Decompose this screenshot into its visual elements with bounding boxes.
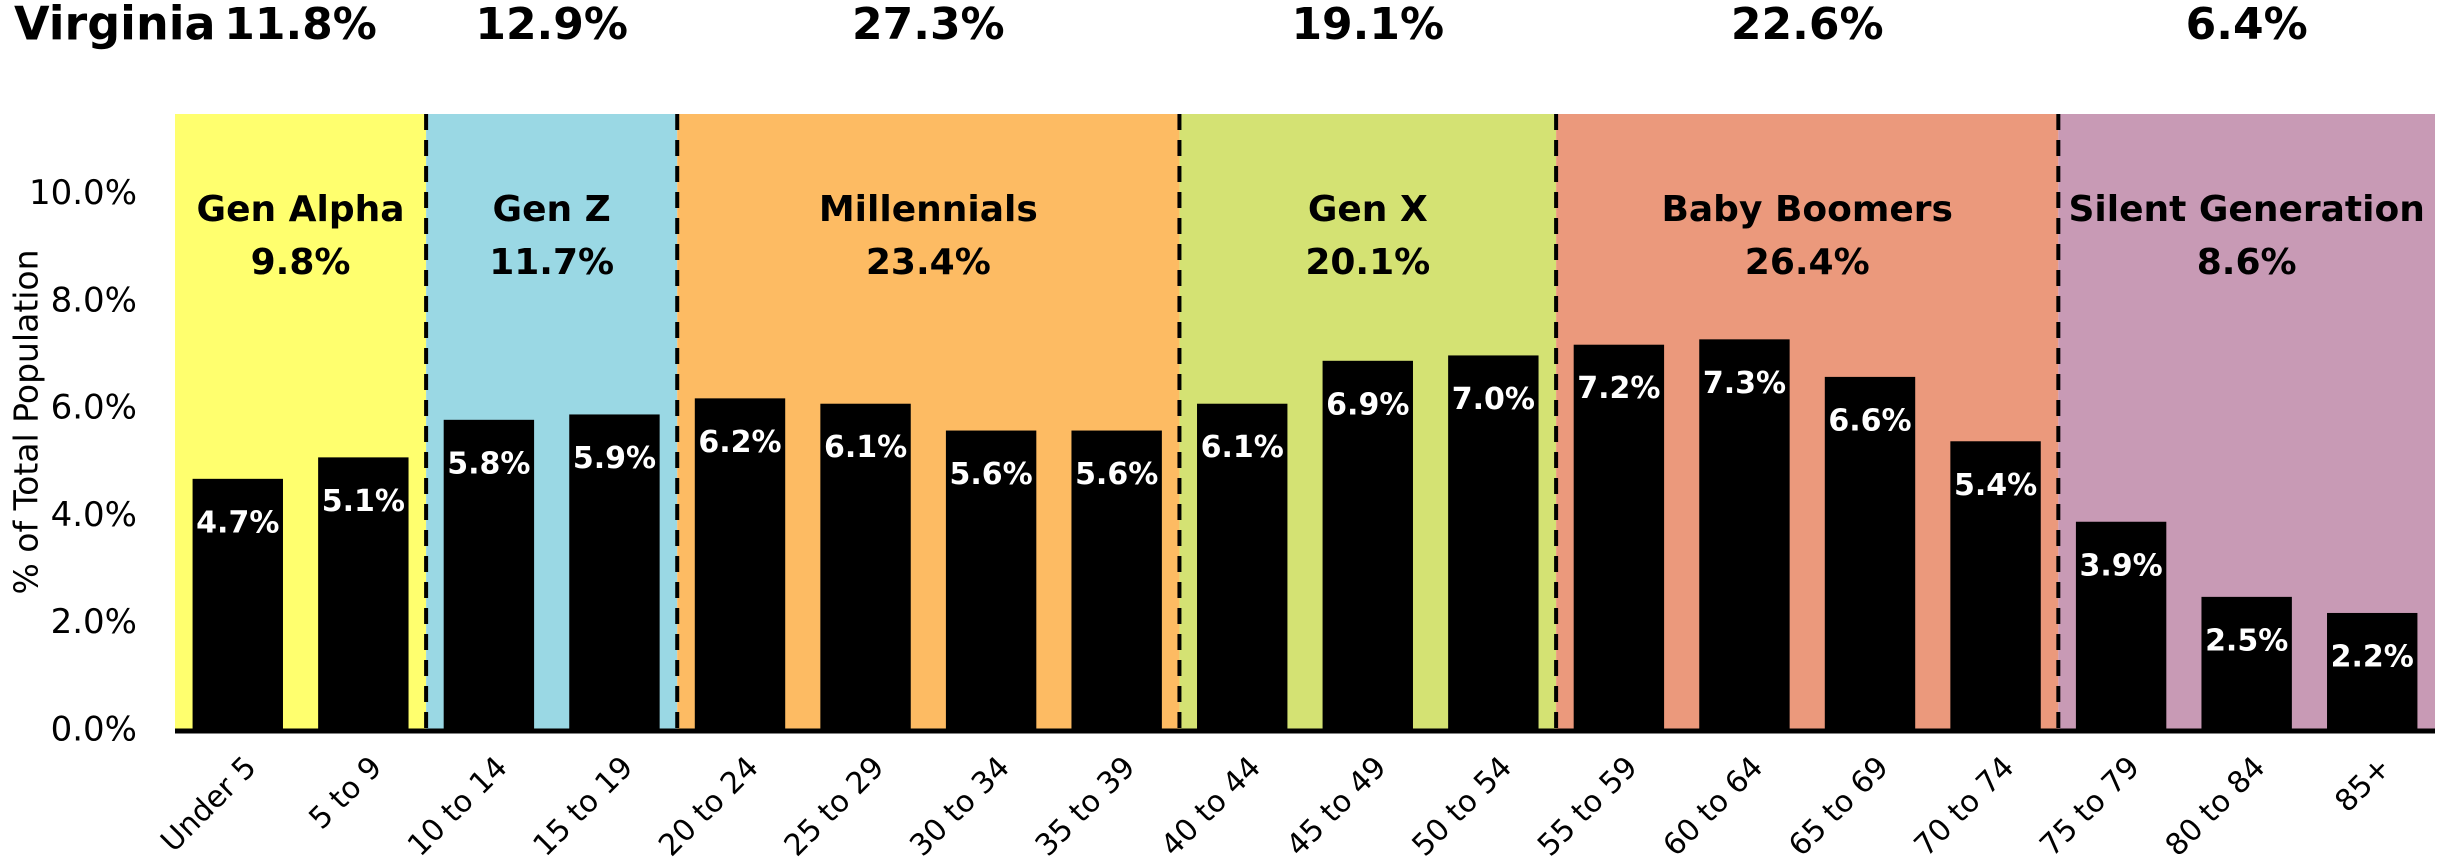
bar bbox=[1950, 441, 2041, 731]
x-tick-label: 60 to 64 bbox=[1657, 750, 1771, 863]
x-tick-label: 75 to 79 bbox=[2033, 750, 2147, 863]
bar bbox=[1699, 339, 1790, 731]
value-label: 6.2% bbox=[698, 425, 781, 460]
x-tick-label: Under 5 bbox=[154, 750, 263, 859]
generation-name: Baby Boomers bbox=[1661, 189, 1953, 230]
top-share: 12.9% bbox=[475, 0, 628, 50]
value-label: 5.6% bbox=[950, 457, 1033, 492]
generation-name: Gen Z bbox=[493, 189, 611, 230]
generation-name: Silent Generation bbox=[2068, 189, 2424, 230]
bar bbox=[820, 403, 911, 731]
value-label: 3.9% bbox=[2080, 548, 2163, 583]
x-tick-label: 85+ bbox=[2328, 750, 2398, 820]
bar bbox=[1197, 403, 1288, 731]
generation-share: 23.4% bbox=[866, 242, 991, 283]
value-label: 5.6% bbox=[1075, 457, 1158, 492]
bar bbox=[694, 398, 786, 731]
x-tick-label: 15 to 19 bbox=[527, 750, 641, 863]
y-axis-label: % of Total Population bbox=[7, 249, 46, 594]
chart-title: Virginia bbox=[14, 0, 216, 51]
generation-share: 20.1% bbox=[1305, 242, 1430, 283]
x-tick-label: 5 to 9 bbox=[302, 750, 389, 837]
value-label: 6.9% bbox=[1326, 387, 1409, 422]
bar bbox=[569, 414, 660, 731]
x-tick-label: 25 to 29 bbox=[778, 750, 892, 863]
generation-share: 26.4% bbox=[1745, 242, 1870, 283]
x-tick-label: 55 to 59 bbox=[1531, 750, 1645, 863]
top-share: 22.6% bbox=[1731, 0, 1884, 50]
top-share: 27.3% bbox=[852, 0, 1005, 50]
x-tick-label: 35 to 39 bbox=[1029, 750, 1143, 863]
generation-name: Millennials bbox=[819, 189, 1038, 230]
top-share: 11.8% bbox=[224, 0, 377, 50]
y-tick-label: 8.0% bbox=[51, 280, 137, 320]
x-tick-label: 45 to 49 bbox=[1280, 750, 1394, 863]
bar bbox=[192, 478, 283, 731]
y-tick-label: 10.0% bbox=[29, 173, 137, 213]
bar bbox=[2201, 596, 2292, 731]
value-label: 7.2% bbox=[1577, 371, 1660, 406]
y-tick-label: 0.0% bbox=[51, 710, 137, 750]
y-tick-label: 6.0% bbox=[51, 388, 137, 428]
bar bbox=[1322, 360, 1413, 731]
bar bbox=[443, 419, 535, 731]
value-label: 7.0% bbox=[1452, 382, 1535, 417]
bar bbox=[2327, 612, 2418, 731]
value-label: 4.7% bbox=[196, 505, 279, 540]
x-tick-label: 40 to 44 bbox=[1154, 750, 1268, 863]
x-tick-label: 50 to 54 bbox=[1405, 750, 1519, 863]
x-tick-label: 65 to 69 bbox=[1782, 750, 1896, 863]
x-tick-label: 80 to 84 bbox=[2159, 750, 2273, 863]
generation-share: 8.6% bbox=[2197, 242, 2297, 283]
value-label: 2.5% bbox=[2205, 623, 2288, 658]
y-tick-label: 4.0% bbox=[51, 495, 137, 535]
value-label: 6.1% bbox=[1201, 430, 1284, 465]
top-share: 6.4% bbox=[2186, 0, 2308, 50]
value-label: 7.3% bbox=[1703, 366, 1786, 401]
bar bbox=[945, 430, 1037, 731]
x-tick-label: 70 to 74 bbox=[1908, 750, 2022, 863]
top-share: 19.1% bbox=[1291, 0, 1444, 50]
generation-share: 11.7% bbox=[489, 242, 614, 283]
value-label: 6.6% bbox=[1828, 403, 1911, 438]
value-label: 5.8% bbox=[447, 446, 530, 481]
value-label: 2.2% bbox=[2331, 639, 2414, 674]
bar bbox=[1573, 344, 1665, 731]
x-tick-label: 10 to 14 bbox=[401, 750, 515, 863]
bar bbox=[318, 457, 409, 731]
generation-name: Gen Alpha bbox=[197, 189, 405, 230]
value-label: 6.1% bbox=[824, 430, 907, 465]
y-tick-label: 2.0% bbox=[51, 602, 137, 642]
bar bbox=[1448, 355, 1539, 731]
bar bbox=[1824, 376, 1916, 731]
x-tick-label: 20 to 24 bbox=[652, 750, 766, 863]
value-label: 5.9% bbox=[573, 441, 656, 476]
bar bbox=[2075, 521, 2167, 731]
generation-name: Gen X bbox=[1308, 189, 1428, 230]
value-label: 5.1% bbox=[322, 484, 405, 519]
value-label: 5.4% bbox=[1954, 468, 2037, 503]
generation-share: 9.8% bbox=[251, 242, 351, 283]
x-tick-label: 30 to 34 bbox=[903, 750, 1017, 863]
bar bbox=[1071, 430, 1162, 731]
